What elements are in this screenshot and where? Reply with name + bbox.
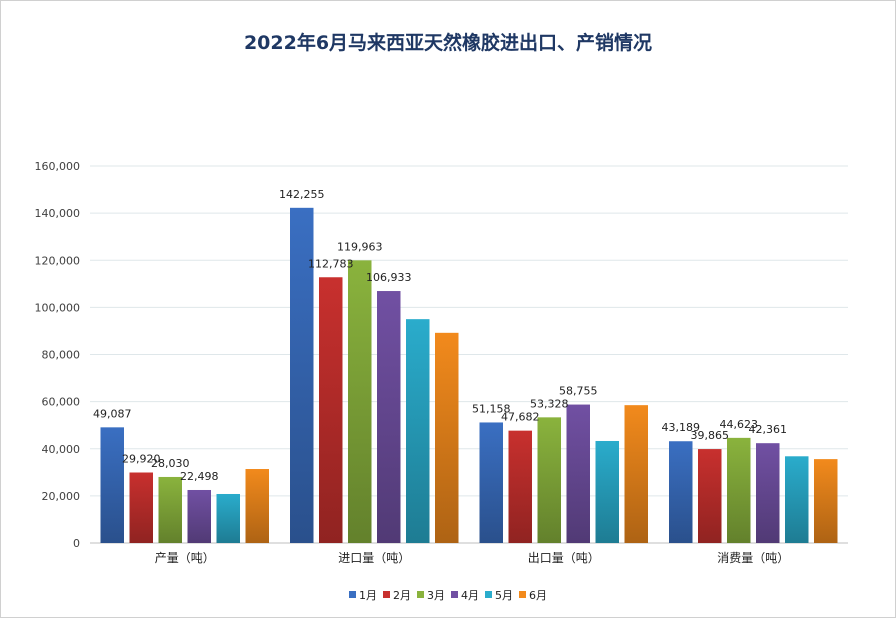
legend-swatch [417, 591, 424, 598]
bar [566, 404, 590, 543]
bar [245, 469, 269, 543]
data-label: 51,158 [472, 402, 511, 415]
bar [785, 456, 809, 543]
legend-swatch [349, 591, 356, 598]
legend-label: 3月 [427, 589, 445, 602]
bar [727, 437, 751, 543]
bar [129, 472, 153, 543]
legend-swatch [383, 591, 390, 598]
y-tick-label: 40,000 [42, 443, 81, 456]
y-tick-label: 140,000 [35, 207, 81, 220]
data-label: 58,755 [559, 385, 598, 398]
data-label: 42,361 [749, 423, 788, 436]
y-tick-label: 60,000 [42, 396, 81, 409]
data-label: 53,328 [530, 397, 569, 410]
bar [508, 430, 532, 543]
bar [348, 260, 372, 543]
bar [479, 422, 503, 543]
bar [624, 405, 648, 543]
x-category-label: 消费量（吨） [717, 551, 789, 565]
legend-label: 4月 [461, 589, 479, 602]
legend-label: 1月 [359, 589, 377, 602]
data-label: 43,189 [662, 421, 701, 434]
y-tick-label: 80,000 [42, 349, 81, 362]
x-category-label: 进口量（吨） [338, 551, 410, 565]
data-label: 112,783 [308, 257, 354, 270]
data-label: 39,865 [691, 429, 730, 442]
bar [435, 332, 459, 543]
bar [537, 417, 561, 543]
data-label: 22,498 [180, 470, 219, 483]
bar [158, 476, 182, 543]
legend-swatch [485, 591, 492, 598]
bar [290, 207, 314, 544]
legend-label: 2月 [393, 589, 411, 602]
chart-title: 2022年6月马来西亚天然橡胶进出口、产销情况 [243, 32, 653, 54]
x-category-label: 产量（吨） [155, 551, 215, 565]
legend-label: 6月 [529, 589, 547, 602]
y-tick-label: 20,000 [42, 490, 81, 503]
data-label: 49,087 [93, 407, 132, 420]
bar [814, 459, 838, 543]
bar [406, 319, 430, 543]
bar [669, 441, 693, 543]
bar [377, 291, 401, 543]
bar [595, 440, 619, 543]
data-label: 47,682 [501, 411, 540, 424]
y-tick-label: 120,000 [35, 254, 81, 267]
data-label: 29,920 [122, 453, 161, 466]
x-category-label: 出口量（吨） [528, 551, 600, 565]
data-label: 44,623 [720, 418, 759, 431]
bar [216, 493, 240, 543]
bar [319, 277, 343, 543]
legend-swatch [451, 591, 458, 598]
bar [187, 489, 211, 543]
legend-swatch [519, 591, 526, 598]
y-tick-label: 0 [73, 537, 80, 550]
bar [100, 427, 124, 543]
legend-label: 5月 [495, 589, 513, 602]
bar [698, 449, 722, 543]
bar [756, 443, 780, 543]
data-label: 106,933 [366, 271, 412, 284]
data-label: 28,030 [151, 457, 190, 470]
data-label: 142,255 [279, 188, 325, 201]
data-label: 119,963 [337, 240, 383, 253]
y-tick-label: 100,000 [35, 301, 81, 314]
y-tick-label: 160,000 [35, 160, 81, 173]
